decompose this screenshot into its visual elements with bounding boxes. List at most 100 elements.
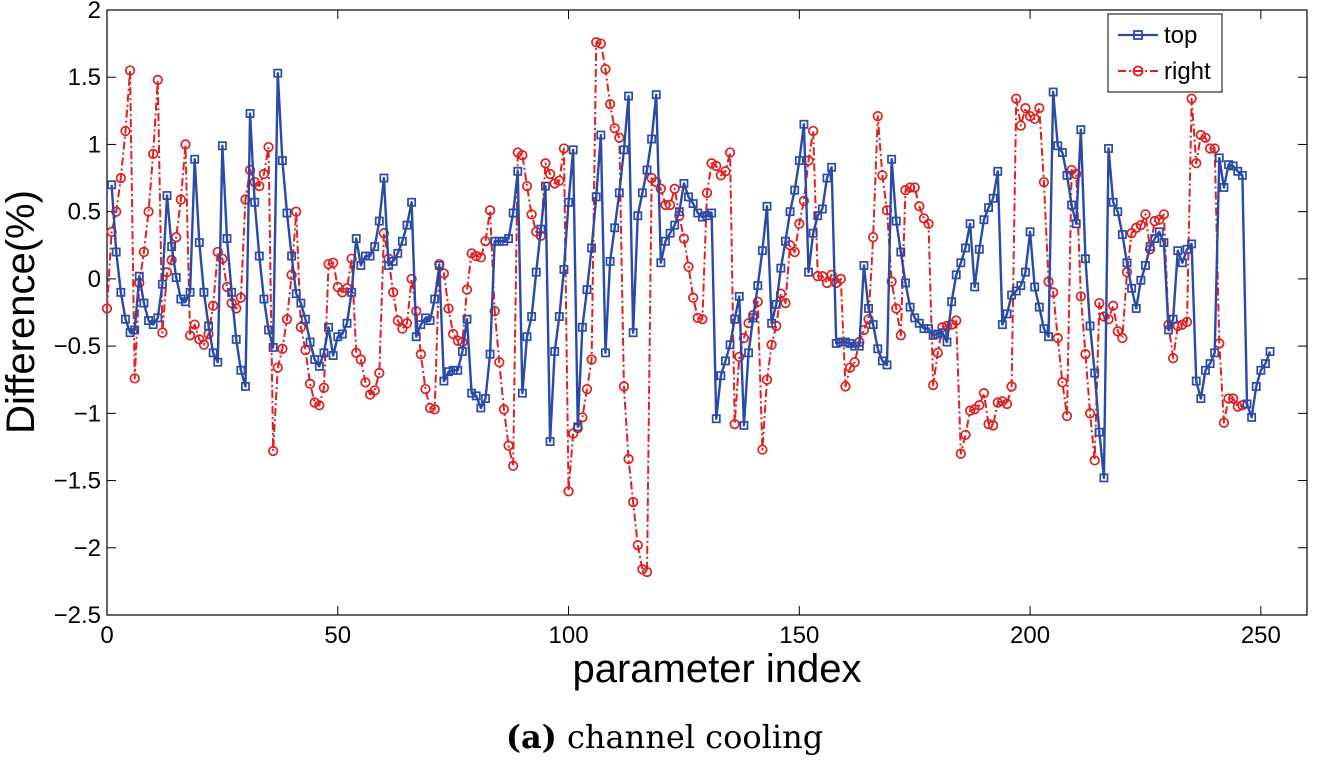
- data-point: [683, 261, 694, 272]
- data-point: [1085, 321, 1095, 331]
- data-point: [1094, 427, 1104, 437]
- data-point: [1251, 381, 1261, 391]
- data-point: [111, 206, 122, 217]
- data-point: [541, 181, 550, 191]
- data-point: [697, 212, 707, 222]
- data-point: [263, 141, 274, 153]
- data-point: [624, 91, 633, 101]
- data-point: [628, 328, 638, 338]
- data-point: [1090, 368, 1100, 378]
- data-point: [245, 109, 255, 118]
- y-tick-label: −2.5: [54, 602, 101, 629]
- data-point: [337, 329, 347, 339]
- legend-top-marker: [1133, 30, 1143, 40]
- data-point: [526, 209, 537, 220]
- data-point: [1057, 377, 1068, 388]
- data-point: [527, 312, 537, 321]
- data-point: [887, 154, 897, 164]
- data-point: [896, 247, 906, 257]
- data-point: [960, 429, 971, 440]
- data-point: [951, 315, 962, 326]
- caption-label: (a): [505, 718, 557, 756]
- data-point: [609, 123, 620, 134]
- data-point: [1094, 297, 1105, 309]
- data-point: [724, 147, 736, 158]
- data-point: [531, 267, 541, 277]
- data-point: [762, 201, 772, 211]
- data-point: [181, 297, 190, 307]
- data-point: [984, 203, 993, 213]
- data-point: [462, 314, 472, 324]
- data-point: [794, 218, 805, 229]
- data-point: [568, 145, 578, 155]
- data-point: [1168, 314, 1178, 324]
- data-point: [1219, 183, 1229, 192]
- data-point: [1015, 120, 1026, 131]
- data-point: [933, 329, 943, 339]
- data-point: [498, 404, 510, 415]
- data-point: [484, 205, 496, 216]
- data-point: [642, 165, 652, 175]
- data-point: [356, 260, 366, 270]
- data-point: [956, 258, 966, 268]
- data-point: [1237, 170, 1247, 180]
- legend: top right: [1107, 13, 1223, 93]
- data-point: [670, 220, 680, 230]
- data-point: [272, 362, 283, 373]
- data-point: [854, 341, 864, 351]
- data-point: [891, 303, 902, 314]
- data-point: [739, 420, 749, 430]
- x-axis-label: parameter index: [572, 647, 861, 691]
- data-point: [1218, 417, 1230, 428]
- data-point: [910, 313, 920, 323]
- data-point: [444, 367, 453, 377]
- data-point: [914, 318, 924, 328]
- data-point: [882, 360, 892, 370]
- data-point: [808, 228, 818, 238]
- data-point: [121, 314, 130, 324]
- data-point: [1062, 170, 1072, 180]
- data-point: [988, 420, 999, 431]
- data-point: [632, 539, 643, 551]
- data-point: [139, 298, 149, 308]
- data-point: [424, 402, 436, 414]
- data-point: [536, 224, 546, 234]
- y-tick-label: 0.5: [68, 199, 101, 226]
- data-point: [1002, 309, 1012, 319]
- data-point: [651, 176, 662, 188]
- data-point: [877, 170, 888, 181]
- y-tick-labels: −2.5 −2 −1.5 −1 −0.5 0 0.5 1 1.5 2: [54, 0, 101, 629]
- data-point: [402, 220, 412, 230]
- data-point: [610, 223, 620, 233]
- data-point: [157, 279, 167, 289]
- data-point: [697, 314, 708, 325]
- data-point: [1265, 347, 1275, 356]
- data-point: [628, 496, 639, 508]
- data-point: [540, 158, 551, 169]
- data-point: [1261, 359, 1270, 369]
- data-point: [752, 296, 763, 307]
- y-tick-label: −0.5: [54, 333, 101, 360]
- data-point: [328, 351, 338, 360]
- data-point: [286, 269, 297, 281]
- data-point: [725, 340, 735, 350]
- data-point: [766, 339, 777, 350]
- data-point: [554, 312, 564, 321]
- data-point: [895, 330, 906, 341]
- data-point: [213, 357, 223, 367]
- data-point: [328, 257, 339, 268]
- data-point: [789, 246, 800, 258]
- data-point: [379, 173, 389, 183]
- data-point: [901, 278, 910, 288]
- data-point: [1034, 102, 1045, 114]
- y-tick-label: 1: [88, 131, 101, 158]
- data-point: [1061, 410, 1073, 422]
- data-point: [1080, 349, 1091, 360]
- data-point: [974, 400, 985, 411]
- y-tick-label: −1: [74, 400, 101, 427]
- data-point: [1071, 168, 1082, 180]
- data-point: [799, 119, 809, 129]
- data-point: [115, 172, 126, 184]
- caption-text: channel cooling: [567, 718, 824, 756]
- data-point: [513, 166, 523, 176]
